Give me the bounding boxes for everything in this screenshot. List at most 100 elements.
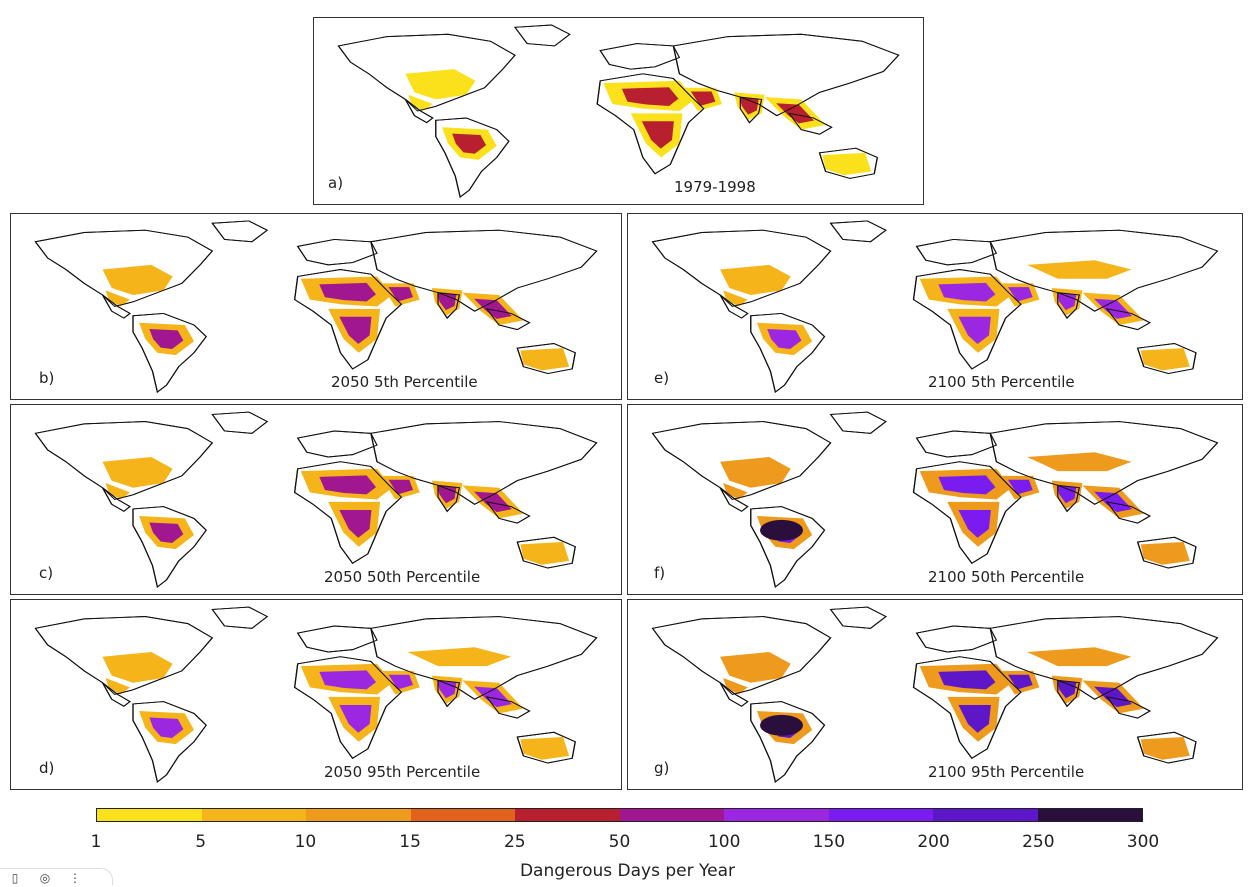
coastline-outline-europe xyxy=(296,625,378,653)
heat-region-mexico xyxy=(723,677,748,695)
coastline-greenland xyxy=(513,24,571,47)
panel-caption: 2050 50th Percentile xyxy=(324,568,481,586)
world-map xyxy=(651,220,1219,394)
coastline-outline-greenland xyxy=(829,606,887,629)
panel-letter: a) xyxy=(328,174,344,192)
coastline-outline-india xyxy=(1057,679,1080,708)
heat-core-amazon xyxy=(767,328,802,350)
panel-letter: e) xyxy=(654,369,670,387)
coastline-outline-europe xyxy=(915,625,998,653)
coastline-outline-seAsia xyxy=(485,696,531,719)
heat-core-seasia xyxy=(1094,491,1133,513)
world-map xyxy=(34,220,598,394)
coastline-outline-seAsia xyxy=(787,112,833,135)
colorbar-tick-label: 200 xyxy=(917,832,950,852)
heat-region-australia xyxy=(822,152,872,176)
colorbar-tick-label: 300 xyxy=(1126,832,1160,852)
heat-region-mexico xyxy=(408,94,433,111)
map-panel-c: c) 2050 50th Percentile xyxy=(10,404,622,595)
coastline-outline-australia xyxy=(516,536,576,569)
heat-core-africaS xyxy=(958,509,991,538)
coastline-greenland xyxy=(829,411,887,434)
coastline-outline-greenland xyxy=(513,24,571,47)
coastline-outline-europe xyxy=(599,43,681,70)
heat-core-arabia xyxy=(690,91,716,106)
coastline-outline-northAmerica xyxy=(651,229,832,308)
more-menu-icon[interactable]: ⋮ xyxy=(69,871,81,885)
coastline-outline-centralAm xyxy=(719,294,749,319)
coastline-outline-europe xyxy=(915,238,998,266)
heat-core-amazon-extreme xyxy=(760,714,803,736)
heat-region-mexico xyxy=(105,677,130,695)
world-map xyxy=(651,606,1219,783)
heat-core-sahara xyxy=(938,670,996,690)
heat-core-india xyxy=(1057,680,1077,699)
heat-core-sahara xyxy=(621,87,679,106)
panel-letter: b) xyxy=(39,369,55,387)
coastline-outline-australia xyxy=(818,147,878,179)
colorbar xyxy=(96,808,1143,822)
coastline-outline-asia xyxy=(989,229,1219,312)
heat-region-mexico xyxy=(105,482,130,500)
coastline-outline-northAmerica xyxy=(34,229,214,308)
world-map xyxy=(651,411,1219,588)
coastline-greenland xyxy=(211,411,269,434)
coastline-outline-greenland xyxy=(211,411,269,434)
panel-caption: 2100 95th Percentile xyxy=(928,763,1085,781)
world-map xyxy=(337,24,900,198)
colorbar-tick-label: 15 xyxy=(399,832,421,852)
heat-core-seasia xyxy=(473,686,512,708)
heat-region-australia xyxy=(1140,737,1190,760)
heat-core-india xyxy=(437,485,457,504)
panel-caption: 1979-1998 xyxy=(674,178,756,196)
heat-core-africaS xyxy=(958,316,991,344)
heat-core-arabia xyxy=(1007,674,1033,690)
lens-icon[interactable]: ◎ xyxy=(39,871,51,885)
coastline-outline-australia xyxy=(516,731,576,764)
heat-core-africaS xyxy=(641,121,674,149)
coastline-outline-asia xyxy=(989,421,1219,505)
heat-core-india xyxy=(437,680,457,699)
heat-core-africaS xyxy=(339,704,372,733)
coastline-outline-southAmerica xyxy=(132,312,207,394)
coastline-outline-seAsia xyxy=(1105,501,1151,524)
coastline-outline-india xyxy=(739,96,763,124)
heat-region-mexico xyxy=(723,290,748,307)
heat-region-australia xyxy=(520,542,570,565)
coastline-outline-northAmerica xyxy=(651,616,832,696)
coastline-outline-greenland xyxy=(829,411,887,434)
colorbar-tick-label: 50 xyxy=(608,832,631,852)
heat-core-seasia xyxy=(473,298,512,319)
coastline-outline-seAsia xyxy=(485,308,531,331)
coastline-outline-greenland xyxy=(211,606,269,629)
coastline-outline-australia xyxy=(1136,536,1197,569)
colorbar-tick-label: 5 xyxy=(195,832,207,852)
heat-region-usa xyxy=(102,456,173,488)
heat-region-usa xyxy=(102,264,173,295)
map-panel-d: d) 2050 95th Percentile xyxy=(10,599,622,790)
toolbar-icon[interactable]: ▯ xyxy=(11,871,19,885)
colorbar-segment xyxy=(410,809,515,821)
heat-region-chinaN xyxy=(1027,260,1132,279)
heat-core-amazon-extreme xyxy=(760,519,803,541)
panel-caption: 2100 50th Percentile xyxy=(928,568,1085,586)
heat-region-chinaN xyxy=(1027,452,1132,472)
coastline-outline-greenland xyxy=(829,220,887,243)
coastline-outline-africa xyxy=(912,461,1022,565)
heat-core-seasia xyxy=(473,491,512,513)
heat-region-australia xyxy=(1140,348,1190,371)
coastline-outline-asia xyxy=(370,616,598,700)
colorbar-tick-label: 1 xyxy=(90,832,102,852)
heat-core-arabia xyxy=(1007,479,1033,495)
heat-core-sahara xyxy=(319,475,377,495)
heat-region-chinaN xyxy=(1027,647,1132,667)
coastline-outline-africa xyxy=(596,73,705,175)
panel-caption: 2100 5th Percentile xyxy=(928,373,1075,391)
coastline-outline-southAmerica xyxy=(435,117,510,198)
coastline-outline-australia xyxy=(1136,731,1197,764)
coastline-outline-seAsia xyxy=(1105,308,1151,331)
coastline-outline-southAmerica xyxy=(750,506,826,588)
heat-core-sahara xyxy=(319,282,377,302)
coastline-outline-seAsia xyxy=(1105,696,1151,719)
coastline-outline-centralAm xyxy=(719,682,749,707)
